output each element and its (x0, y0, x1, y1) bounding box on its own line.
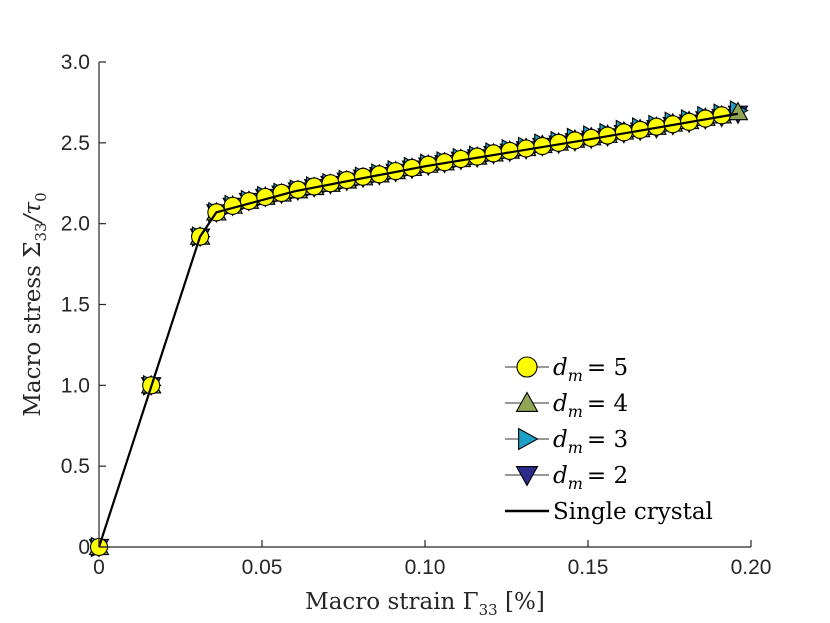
y-tick-label: 0.5 (61, 455, 90, 478)
x-axis-title-sub: 33 (479, 601, 498, 619)
legend-item-d-m-3: dm = 3 (505, 427, 628, 457)
x-axis-title-unit: [%] (498, 589, 545, 615)
y-axis-title-text: Macro stress Σ (20, 241, 46, 416)
legend-label-sub: m (568, 402, 583, 421)
axes: 0 0.05 0.10 0.15 0.20 0 0.5 1.0 1.5 2.0 2.5 3.0 (61, 51, 772, 579)
x-tick-label: 0.20 (731, 556, 772, 579)
x-tick-label: 0.05 (242, 556, 283, 579)
legend-label-sub: m (568, 474, 583, 493)
legend-item-d-m-2: dm = 2 (505, 463, 628, 493)
legend-label-var: d (553, 355, 568, 381)
legend-label-sub: m (568, 366, 583, 385)
y-tick-label: 1.5 (61, 294, 90, 317)
legend-marker (515, 466, 539, 487)
legend-marker (518, 427, 539, 451)
x-tick-label: 0.10 (405, 556, 446, 579)
legend-label: Single crystal (553, 499, 713, 525)
legend-label-value: = 5 (587, 355, 628, 381)
series-line-d-m-2 (98, 113, 739, 548)
y-axis-title-sub: 33 (32, 222, 50, 241)
series-line-d-m-5 (98, 114, 722, 548)
series-d-m-5 (89, 106, 731, 557)
legend-label: dm = 3 (553, 427, 628, 457)
y-tick-label: 2.0 (61, 213, 90, 236)
legend-label: dm = 4 (553, 391, 628, 421)
y-axis-title-sub2: 0 (32, 192, 50, 202)
series-line-d-m-4 (98, 111, 739, 548)
legend-label-value: = 4 (587, 391, 628, 417)
y-axis-title-slash: /τ (20, 201, 46, 225)
y-tick-label: 3.0 (61, 51, 90, 74)
legend-marker (515, 391, 539, 412)
plot-area (88, 100, 749, 558)
legend-label: dm = 5 (553, 355, 628, 385)
y-ticks: 0 0.5 1.0 1.5 2.0 2.5 3.0 (61, 51, 106, 559)
series-line-single-crystal (97, 112, 739, 548)
x-axis-title: Macro strain Γ33 [%] (305, 589, 545, 619)
x-axis-title-text: Macro strain Γ (305, 589, 479, 615)
legend-label-sub: m (568, 438, 583, 457)
legend-label-value: = 2 (587, 463, 628, 489)
x-tick-label: 0.15 (568, 556, 609, 579)
legend-label: dm = 2 (553, 463, 628, 493)
y-tick-label: 0 (78, 536, 90, 559)
legend-item-d-m-4: dm = 4 (505, 391, 628, 421)
x-tick-label: 0 (93, 556, 105, 579)
y-tick-label: 1.0 (61, 374, 90, 397)
series-single-crystal (97, 112, 739, 548)
x-ticks: 0 0.05 0.10 0.15 0.20 (93, 540, 771, 579)
y-axis-title: Macro stress Σ33/τ0 (20, 192, 50, 416)
legend-label-var: d (553, 427, 568, 453)
legend-item-d-m-5: dm = 5 (505, 355, 628, 385)
legend-label-var: d (553, 391, 568, 417)
legend-label-var: d (553, 463, 568, 489)
legend-marker (516, 356, 538, 378)
y-tick-label: 2.5 (61, 132, 90, 155)
legend-item-single-crystal: Single crystal (505, 499, 713, 525)
legend-label-value: = 3 (587, 427, 628, 453)
